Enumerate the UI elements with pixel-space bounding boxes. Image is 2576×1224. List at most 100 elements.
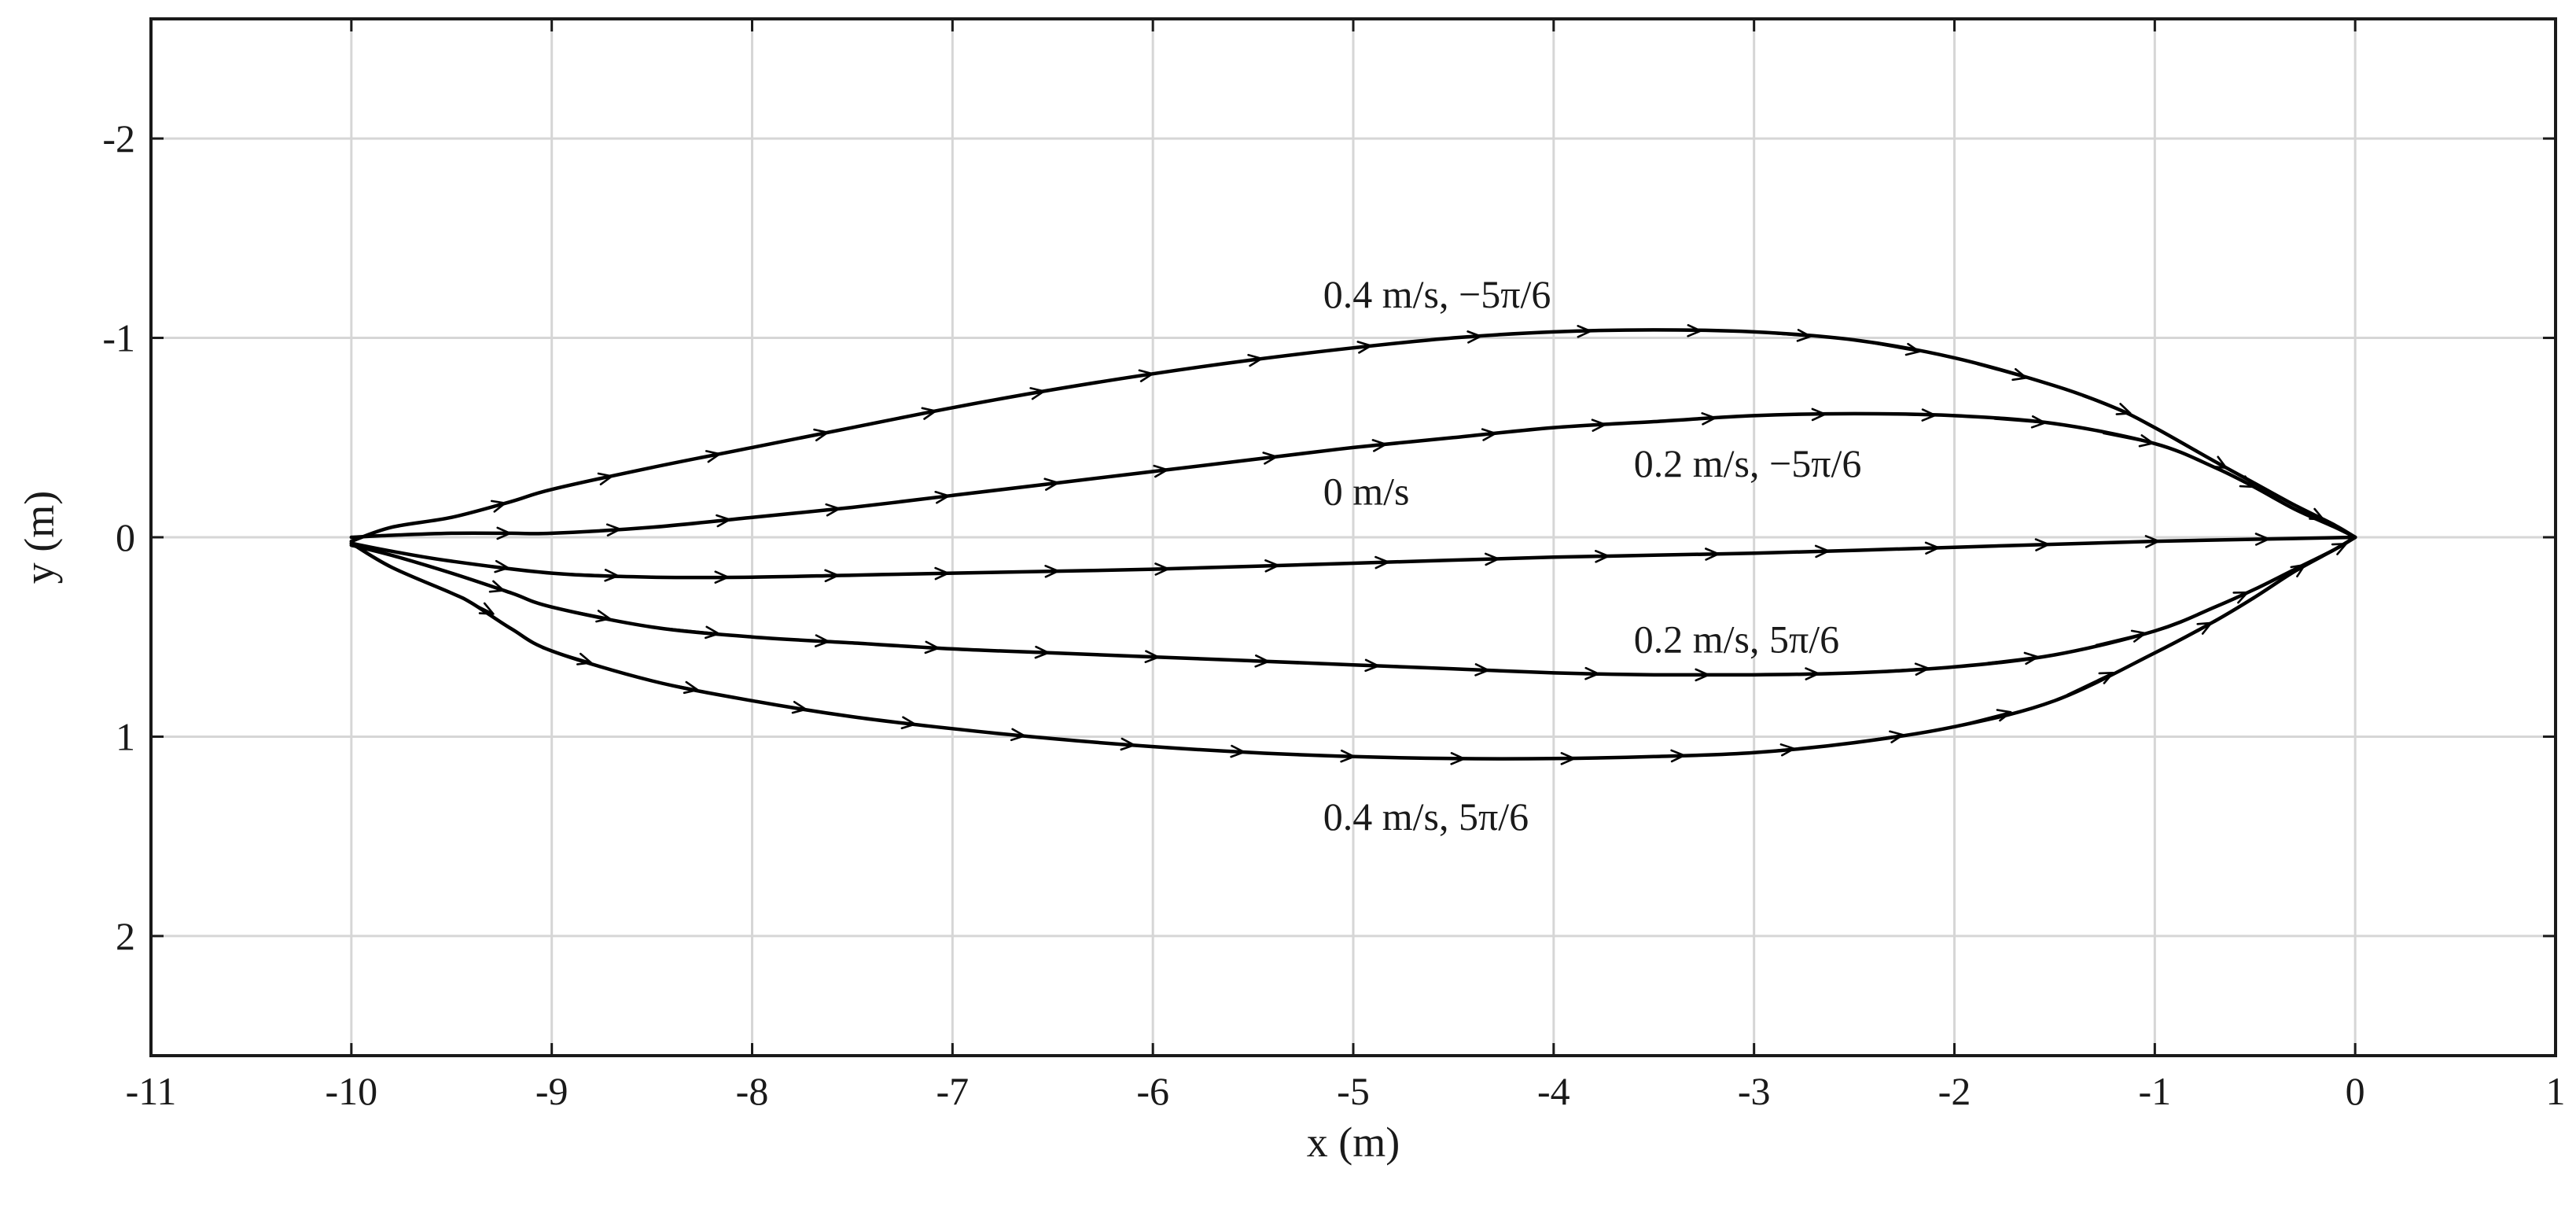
direction-arrow [1522,752,1576,765]
direction-arrow [458,526,511,540]
direction-arrow [788,503,841,517]
x-tick-label: -1 [2139,1069,2172,1113]
x-tick-label: -9 [535,1069,569,1113]
direction-arrow [996,645,1050,659]
x-axis-label: x (m) [1307,1119,1400,1166]
direction-arrow [896,566,949,581]
y-tick-label: 0 [116,515,135,559]
direction-arrow [1547,666,1599,680]
direction-arrow [1632,749,1686,763]
direction-arrow [1663,412,1717,426]
x-tick-label: -2 [1938,1069,1971,1113]
direction-arrow [973,728,1026,742]
direction-arrow [1337,555,1389,570]
direction-arrow [897,491,950,504]
y-tick-label: 2 [116,914,135,958]
series-group [349,324,2357,765]
direction-arrow [1993,415,2046,429]
direction-arrow [1216,654,1270,668]
direction-arrow [777,634,830,647]
direction-arrow [2103,432,2155,448]
trajectory-line [349,535,2357,677]
direction-arrow [1006,565,1059,578]
series-1 [349,407,2357,540]
direction-arrow [1302,749,1356,763]
direction-arrow [1773,407,1827,422]
direction-arrow [1444,428,1497,441]
direction-arrow [993,387,1045,401]
direction-arrow [1667,547,1720,561]
direction-arrow [777,428,829,444]
y-tick-label: -1 [102,316,135,360]
x-tick-label: -6 [1136,1069,1169,1113]
direction-arrow [1767,667,1820,680]
direction-arrow [2081,395,2132,415]
y-axis-label: y (m) [16,491,63,584]
direction-arrow [1986,651,2039,665]
direction-arrow [454,573,505,593]
direction-arrow [447,590,495,615]
direction-arrow [1997,538,2050,551]
direction-arrow [786,569,840,583]
direction-arrow [1742,743,1795,757]
x-tick-label: 0 [2346,1069,2365,1113]
direction-arrow [1960,709,2012,726]
series-2 [349,533,2357,584]
direction-arrow [668,625,720,640]
direction-arrow [1759,329,1812,342]
direction-arrow [647,679,699,695]
direction-arrow [1192,744,1246,758]
series-label: 0.2 m/s, 5π/6 [1634,617,1839,661]
series-4 [349,535,2357,765]
direction-arrow [1437,663,1489,677]
series-labels: 0.4 m/s, −5π/6 0.2 m/s, −5π/6 0 m/s 0.2 m/s… [1323,272,1862,839]
direction-arrow [863,716,916,729]
direction-arrow [2066,672,2114,696]
x-tick-label: -4 [1537,1069,1570,1113]
direction-arrow [2200,591,2249,614]
direction-arrow [1976,363,2028,382]
direction-arrow [1554,418,1606,432]
x-tick-label: -3 [1738,1069,1771,1113]
direction-arrow [1877,662,1930,676]
direction-arrow [2277,496,2325,521]
series-label: 0.4 m/s, −5π/6 [1323,272,1551,316]
direction-arrow [1006,477,1059,491]
x-tick-label: -5 [1337,1069,1370,1113]
direction-arrow [1429,330,1482,344]
direction-arrow [887,640,940,654]
y-tick-label: -2 [102,116,135,160]
direction-arrow [1102,369,1154,383]
direction-arrow [669,450,721,465]
x-tick-label: -10 [326,1069,378,1113]
direction-arrow [755,700,808,714]
direction-arrow [1887,541,1940,555]
direction-arrow [455,500,506,518]
direction-arrow [679,514,731,528]
direction-arrow [1210,353,1263,367]
direction-arrow [566,569,620,582]
direction-arrow [1412,752,1466,765]
direction-arrow [1106,650,1160,663]
grid [149,19,2557,1056]
y-tick-label: 1 [116,714,135,758]
direction-arrow [1116,464,1168,478]
direction-arrow [2261,563,2306,594]
x-tick-label: -7 [937,1069,970,1113]
direction-arrow [2095,629,2147,647]
direction-arrow [1777,544,1830,559]
direction-arrow [1868,341,1921,356]
series-label: 0.4 m/s, 5π/6 [1323,794,1529,839]
x-tick-label: -8 [736,1069,769,1113]
direction-arrow [676,570,730,584]
x-tick-label: 1 [2546,1069,2566,1113]
direction-arrow [885,407,937,422]
direction-arrow [1225,452,1278,465]
direction-arrow [1447,552,1500,566]
direction-arrow [1227,559,1279,573]
direction-arrow [1117,562,1169,576]
direction-arrow [561,472,613,488]
